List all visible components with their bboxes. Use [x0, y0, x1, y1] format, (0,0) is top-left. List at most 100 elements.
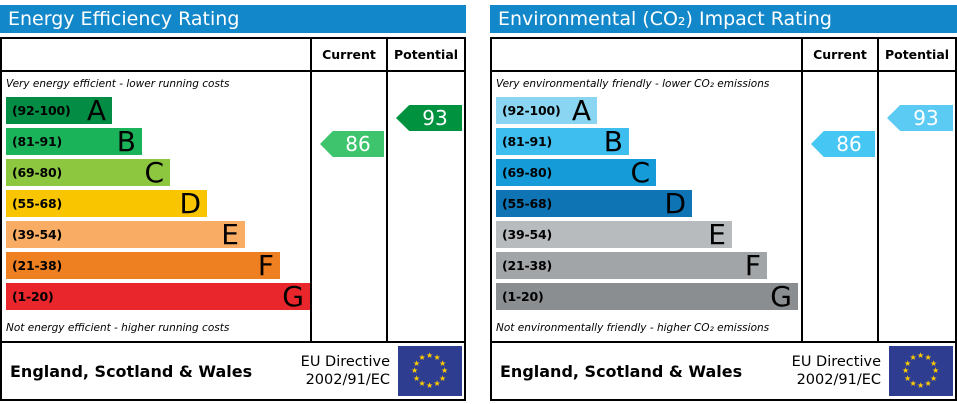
energy-footer: England, Scotland & Wales EU Directive 2…: [2, 341, 464, 399]
eu-directive-label: EU Directive 2002/91/EC: [301, 353, 390, 389]
band-range: (21-38): [12, 258, 63, 273]
band-range: (21-38): [502, 258, 553, 273]
eu-flag-star: ★: [433, 378, 441, 388]
band-letter: C: [144, 159, 164, 186]
band-letter: G: [282, 283, 304, 310]
energy-rating-table: Current Potential Very energy efficient …: [0, 37, 466, 401]
band-letter: B: [116, 128, 136, 155]
band-range: (39-54): [502, 227, 553, 242]
eu-directive-line1: EU Directive: [791, 353, 881, 370]
band-letter: G: [770, 283, 792, 310]
eu-directive-line1: EU Directive: [300, 353, 390, 370]
eu-flag-star: ★: [929, 358, 938, 368]
energy-potential-arrow: 93: [396, 105, 462, 131]
band-d: (55-68) D: [6, 190, 207, 217]
region-label: England, Scotland & Wales: [500, 361, 743, 381]
environmental-current-column: 86: [801, 72, 877, 341]
band-letter: A: [86, 97, 106, 124]
environmental-potential-value: 93: [913, 106, 939, 130]
eu-flag-star: ★: [426, 381, 434, 390]
environmental-potential-column: 93: [877, 72, 955, 341]
energy-efficiency-panel: Energy Efficiency Rating Current Potenti…: [0, 0, 466, 401]
environmental-current-value: 86: [836, 132, 862, 156]
band-range: (92-100): [12, 103, 71, 118]
eu-flag-star: ★: [924, 378, 932, 388]
potential-column-header: Potential: [877, 39, 955, 72]
band-range: (81-91): [12, 134, 63, 149]
band-letter: A: [571, 97, 591, 124]
band-range: (39-54): [12, 227, 63, 242]
band-letter: E: [221, 221, 239, 248]
eu-flag-star: ★: [441, 366, 449, 375]
eu-flag: ★ ★ ★ ★ ★ ★ ★ ★ ★ ★ ★ ★: [889, 346, 953, 396]
eu-flag-star: ★: [909, 353, 917, 362]
environmental-band-area: Very environmentally friendly - lower CO…: [492, 72, 801, 341]
band-c: (69-80) C: [6, 159, 170, 186]
environmental-rating-table: Current Potential Very environmentally f…: [490, 37, 957, 401]
band-letter: E: [708, 221, 726, 248]
band-b: (81-91) B: [6, 128, 142, 155]
band-a: (92-100) A: [6, 97, 112, 124]
eu-flag-star: ★: [433, 353, 441, 362]
eu-directive-label: EU Directive 2002/91/EC: [792, 353, 881, 389]
energy-current-arrow: 86: [320, 131, 384, 157]
band-letter: C: [630, 159, 650, 186]
environmental-potential-arrow: 93: [887, 105, 953, 131]
energy-potential-value: 93: [422, 106, 448, 130]
environmental-current-arrow: 86: [811, 131, 875, 157]
band-range: (55-68): [502, 196, 553, 211]
band-range: (92-100): [502, 103, 561, 118]
environmental-top-note: Very environmentally friendly - lower CO…: [496, 78, 770, 90]
spacer-cell: [492, 39, 801, 72]
environmental-bottom-note: Not environmentally friendly - higher CO…: [496, 322, 770, 334]
band-c: (69-80) C: [496, 159, 656, 186]
band-g: (1-20) G: [6, 283, 310, 310]
eu-flag-star: ★: [924, 353, 932, 362]
eu-flag-star: ★: [438, 373, 447, 383]
environmental-footer: England, Scotland & Wales EU Directive 2…: [492, 341, 955, 399]
eu-flag-star: ★: [917, 381, 925, 390]
band-f: (21-38) F: [496, 252, 767, 279]
energy-potential-column: 93: [386, 72, 464, 341]
band-g: (1-20) G: [496, 283, 798, 310]
energy-band-area: Very energy efficient - lower running co…: [2, 72, 310, 341]
band-letter: D: [179, 190, 201, 217]
energy-panel-title: Energy Efficiency Rating: [0, 5, 466, 33]
energy-current-column: 86: [310, 72, 386, 341]
eu-flag-star: ★: [418, 353, 426, 362]
band-f: (21-38) F: [6, 252, 280, 279]
eu-flag-star: ★: [426, 351, 434, 360]
eu-flag-star: ★: [438, 358, 447, 368]
band-letter: F: [744, 252, 761, 279]
eu-directive-line2: 2002/91/EC: [796, 372, 881, 388]
energy-current-value: 86: [345, 132, 371, 156]
energy-top-note: Very energy efficient - lower running co…: [6, 78, 230, 90]
potential-column-header: Potential: [386, 39, 464, 72]
band-letter: F: [257, 252, 274, 279]
eu-flag-star: ★: [909, 378, 917, 388]
environmental-bands: (92-100) A (81-91) B (69-80) C (55-68) D (39…: [492, 97, 801, 314]
current-column-header: Current: [801, 39, 877, 72]
environmental-panel-title: Environmental (CO₂) Impact Rating: [490, 5, 957, 33]
eu-flag-star: ★: [418, 378, 426, 388]
eu-flag-star: ★: [904, 373, 912, 383]
spacer-cell: [2, 39, 310, 72]
band-range: (55-68): [12, 196, 63, 211]
band-e: (39-54) E: [496, 221, 732, 248]
region-label: England, Scotland & Wales: [10, 361, 253, 381]
eu-flag: ★ ★ ★ ★ ★ ★ ★ ★ ★ ★ ★ ★: [398, 346, 462, 396]
band-range: (69-80): [12, 165, 63, 180]
band-range: (69-80): [502, 165, 553, 180]
band-letter: D: [664, 190, 686, 217]
eu-flag-star: ★: [902, 366, 910, 375]
energy-bottom-note: Not energy efficient - higher running co…: [6, 322, 230, 334]
band-e: (39-54) E: [6, 221, 245, 248]
eu-flag-star: ★: [413, 358, 421, 368]
band-b: (81-91) B: [496, 128, 629, 155]
eu-flag-star: ★: [413, 373, 421, 383]
band-d: (55-68) D: [496, 190, 692, 217]
eu-flag-star: ★: [411, 366, 419, 375]
eu-flag-star: ★: [904, 358, 912, 368]
eu-directive-line2: 2002/91/EC: [305, 372, 390, 388]
